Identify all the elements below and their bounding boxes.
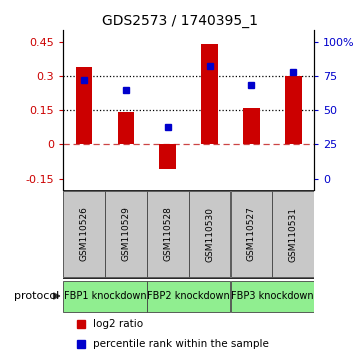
Bar xyxy=(147,191,188,277)
Bar xyxy=(159,144,176,170)
Text: GDS2573 / 1740395_1: GDS2573 / 1740395_1 xyxy=(103,14,258,28)
Bar xyxy=(63,191,105,277)
Text: GSM110528: GSM110528 xyxy=(163,207,172,262)
Bar xyxy=(118,112,134,144)
Bar xyxy=(76,67,92,144)
Text: GSM110529: GSM110529 xyxy=(121,207,130,262)
Bar xyxy=(272,191,314,277)
Bar xyxy=(285,76,301,144)
Text: log2 ratio: log2 ratio xyxy=(93,319,143,329)
Bar xyxy=(231,191,272,277)
Bar xyxy=(243,108,260,144)
Text: GSM110527: GSM110527 xyxy=(247,207,256,262)
Text: FBP1 knockdown: FBP1 knockdown xyxy=(64,291,146,301)
Text: protocol: protocol xyxy=(14,291,60,301)
Bar xyxy=(231,280,314,312)
Text: FBP3 knockdown: FBP3 knockdown xyxy=(231,291,314,301)
Text: GSM110526: GSM110526 xyxy=(79,207,88,262)
Text: GSM110530: GSM110530 xyxy=(205,206,214,262)
Text: percentile rank within the sample: percentile rank within the sample xyxy=(93,339,269,349)
Bar xyxy=(189,191,230,277)
Bar xyxy=(201,44,218,144)
Bar xyxy=(63,280,147,312)
Text: FBP2 knockdown: FBP2 knockdown xyxy=(147,291,230,301)
Bar xyxy=(147,280,230,312)
Text: GSM110531: GSM110531 xyxy=(289,206,298,262)
Bar xyxy=(105,191,147,277)
